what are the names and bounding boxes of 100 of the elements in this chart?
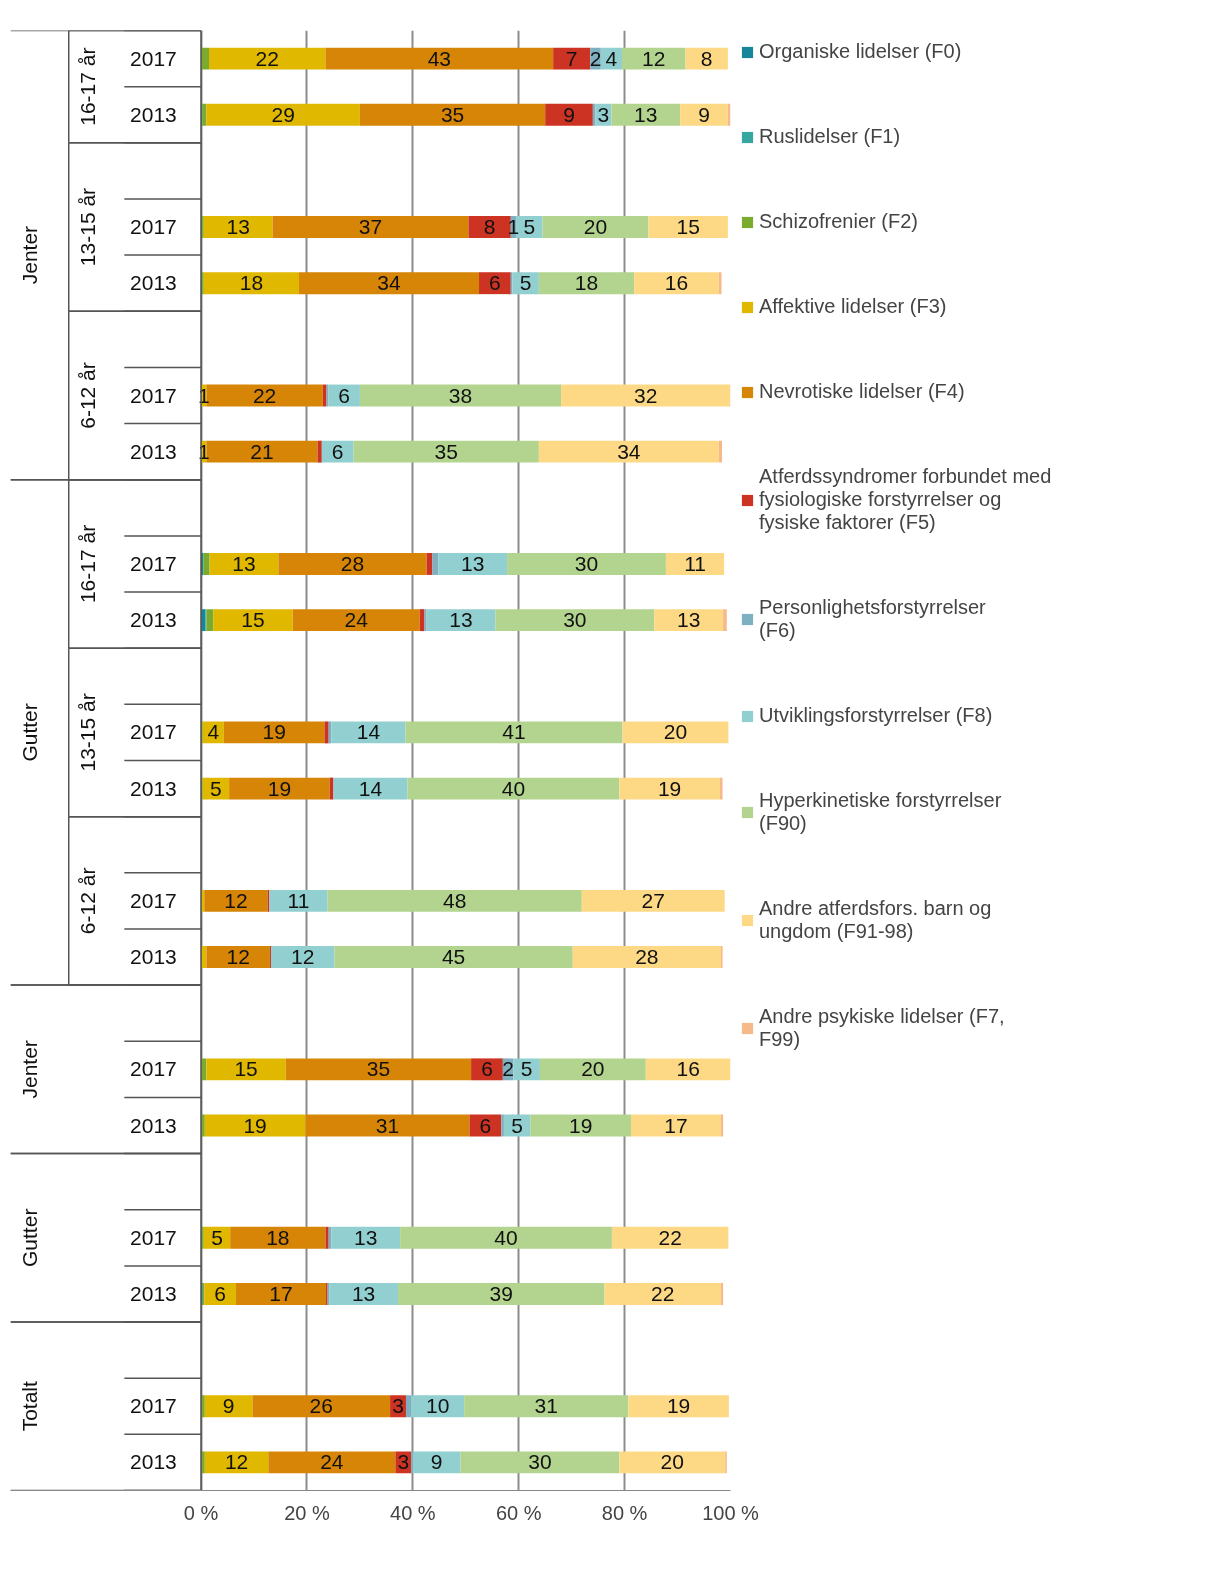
text: Gutter [17,703,41,762]
text: 16-17 år [75,47,99,126]
legend-label: Personlighetsforstyrrelser (F6) [759,596,986,642]
y-tick-label: 2013 [130,439,177,463]
data-label: 20 [660,1450,684,1474]
legend-label: Atferdssyndromer forbundet med fysiologiske forstyrrelser og fysiske faktorer (F5) [759,465,1052,534]
y-tick-label: 2013 [130,1281,177,1305]
data-label: 16 [676,1057,700,1081]
data-label: 10 [426,1394,450,1418]
data-label: 12 [224,888,248,912]
data-label: 13 [449,608,473,632]
data-label: 19 [657,776,682,800]
data-label: 28 [635,945,659,969]
data-label: 35 [434,439,458,463]
y-tick-label: 2017 [130,888,177,912]
x-tick-label: 20 % [284,1501,330,1524]
data-label: 20 [663,720,688,744]
text: 6-12 år [75,362,99,429]
data-label: 9 [563,102,575,126]
data-label: 22 [252,383,277,407]
data-label: 3 [397,1450,410,1474]
data-label: 28 [340,551,365,575]
data-label: 22 [658,1225,682,1249]
data-label: 32 [634,383,658,407]
data-label: 2 [502,1057,514,1081]
legend-label: Schizofrenier (F2) [759,210,918,233]
data-label: 30 [528,1450,552,1474]
data-label: 11 [684,551,706,575]
data-label: 17 [664,1113,688,1137]
data-label: 19 [569,1113,593,1137]
y-tick-label: 2017 [130,1394,177,1418]
text: 16-17 år [75,524,99,604]
data-label: 27 [641,888,665,912]
x-tick-label: 80 % [601,1501,648,1524]
x-tick-label: 100 % [702,1501,760,1524]
data-label: 45 [441,945,466,969]
text: Jenter [17,1040,41,1099]
data-label: 6 [489,271,501,295]
data-label: 12 [224,1450,249,1474]
data-label: 43 [427,46,451,70]
legend-label: Utviklingsforstyrrelser (F8) [759,704,993,727]
data-label: 13 [677,608,701,632]
data-label: 13 [461,551,485,575]
data-label: 5 [523,215,536,239]
y-tick-label: 2017 [130,1225,177,1249]
data-label: 5 [211,1225,223,1249]
data-label: 35 [440,102,465,126]
data-label: 15 [234,1057,258,1081]
data-label: 13 [351,1281,376,1305]
y-tick-label: 2017 [130,720,177,744]
data-label: 34 [617,439,641,463]
x-tick-label: 60 % [495,1501,542,1524]
y-tick-label: 2013 [130,102,177,126]
y-tick-label: 2013 [130,945,177,969]
data-label: 4 [605,46,618,70]
data-label: 38 [448,383,473,407]
data-label: 22 [255,46,279,70]
y-tick-label: 2017 [130,551,177,575]
data-label: 5 [210,776,222,800]
y-tick-label: 2013 [130,608,177,632]
data-label: 13 [354,1225,378,1249]
data-label: 34 [377,271,402,295]
text: Gutter [17,1208,41,1267]
data-label: 12 [291,945,315,969]
data-label: 12 [226,945,250,969]
data-label: 37 [358,215,383,239]
data-label: 16 [664,271,689,295]
text: 6-12 år [75,867,99,935]
data-label: 5 [511,1113,523,1137]
data-label: 29 [271,102,295,126]
data-label: 3 [392,1394,404,1418]
data-label: 3 [597,102,610,126]
data-label: 6 [481,1057,493,1081]
data-label: 9 [222,1394,235,1418]
data-label: 30 [574,551,599,575]
y-tick-label: 2017 [130,46,177,70]
text: Totalt [17,1381,41,1432]
y-tick-label: 2013 [130,776,177,800]
legend-label: Hyperkinetiske forstyrrelser (F90) [759,789,1002,835]
y-tick-label: 2017 [130,215,177,239]
data-label: 19 [267,776,292,800]
x-tick-label: 0 % [183,1501,219,1524]
data-label: 5 [520,1057,533,1081]
x-tick-label: 40 % [390,1501,436,1524]
data-label: 13 [226,215,250,239]
legend-label: Andre psykiske lidelser (F7, F99) [759,1005,1005,1051]
data-label: 19 [666,1394,691,1418]
data-label: 11 [287,888,310,912]
data-label: 18 [574,271,599,295]
data-label: 35 [366,1057,391,1081]
legend-label: Affektive lidelser (F3) [759,295,947,318]
data-label: 8 [700,46,713,70]
data-label: 26 [309,1394,333,1418]
data-label: 24 [344,608,369,632]
data-label: 6 [331,439,344,463]
y-tick-label: 2017 [130,1057,177,1081]
y-tick-label: 2013 [130,1113,177,1137]
data-label: 20 [583,215,608,239]
data-label: 31 [375,1113,400,1137]
data-label: 5 [519,271,532,295]
